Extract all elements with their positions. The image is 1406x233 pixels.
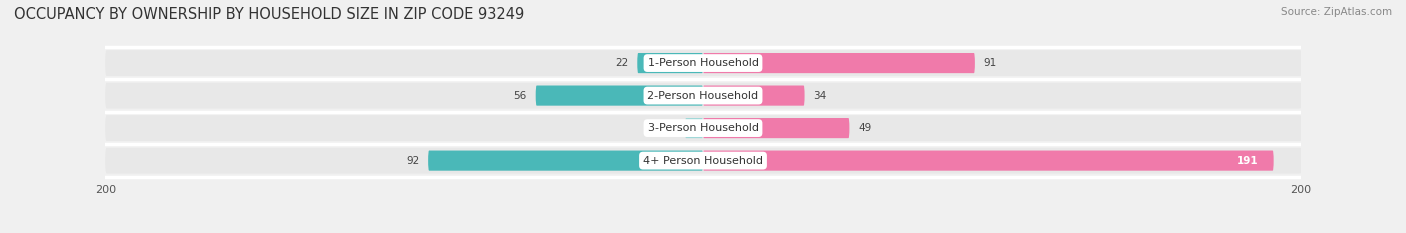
FancyBboxPatch shape: [685, 118, 703, 138]
FancyBboxPatch shape: [105, 115, 1406, 141]
Text: 2-Person Household: 2-Person Household: [647, 91, 759, 101]
FancyBboxPatch shape: [429, 151, 703, 171]
FancyBboxPatch shape: [105, 115, 1301, 141]
FancyBboxPatch shape: [105, 83, 1301, 108]
FancyBboxPatch shape: [703, 53, 974, 73]
FancyBboxPatch shape: [536, 86, 703, 106]
Text: 56: 56: [513, 91, 527, 101]
FancyBboxPatch shape: [105, 83, 1406, 108]
Text: 6: 6: [669, 123, 676, 133]
Text: 49: 49: [858, 123, 872, 133]
Text: 1-Person Household: 1-Person Household: [648, 58, 758, 68]
FancyBboxPatch shape: [703, 151, 1274, 171]
FancyBboxPatch shape: [637, 53, 703, 73]
Text: 4+ Person Household: 4+ Person Household: [643, 156, 763, 166]
Text: 91: 91: [984, 58, 997, 68]
Text: 92: 92: [406, 156, 419, 166]
FancyBboxPatch shape: [105, 50, 1301, 76]
Text: OCCUPANCY BY OWNERSHIP BY HOUSEHOLD SIZE IN ZIP CODE 93249: OCCUPANCY BY OWNERSHIP BY HOUSEHOLD SIZE…: [14, 7, 524, 22]
Text: Source: ZipAtlas.com: Source: ZipAtlas.com: [1281, 7, 1392, 17]
Text: 3-Person Household: 3-Person Household: [648, 123, 758, 133]
FancyBboxPatch shape: [105, 148, 1301, 173]
FancyBboxPatch shape: [703, 86, 804, 106]
Text: 22: 22: [614, 58, 628, 68]
FancyBboxPatch shape: [703, 118, 849, 138]
Text: 34: 34: [814, 91, 827, 101]
FancyBboxPatch shape: [105, 50, 1406, 76]
Text: 191: 191: [1237, 156, 1258, 166]
FancyBboxPatch shape: [105, 148, 1406, 173]
